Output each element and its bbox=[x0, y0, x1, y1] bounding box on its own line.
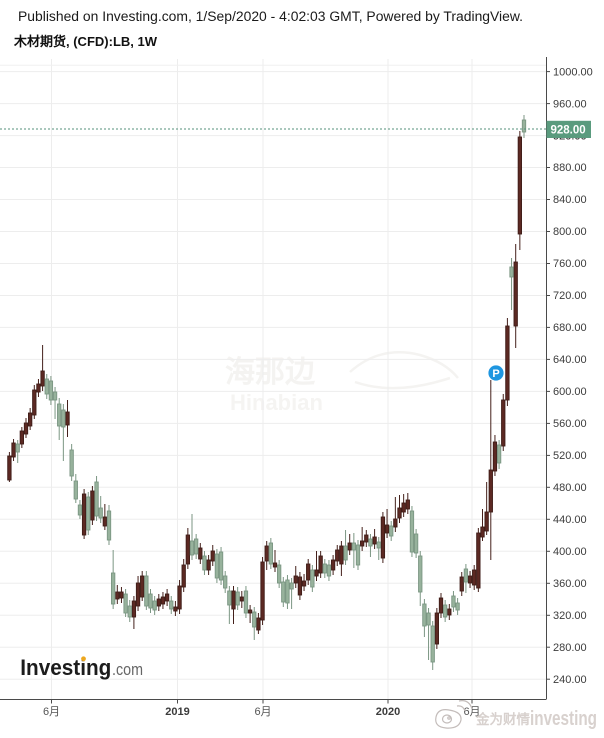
svg-text:6月: 6月 bbox=[43, 706, 60, 718]
svg-text:Hinabian: Hinabian bbox=[230, 390, 323, 415]
svg-text:928.00: 928.00 bbox=[551, 124, 586, 136]
svg-text:Investing: Investing bbox=[20, 655, 111, 680]
svg-text:木材期货, (CFD):LB, 1W: 木材期货, (CFD):LB, 1W bbox=[13, 34, 158, 49]
svg-text:金为财情: 金为财情 bbox=[475, 711, 530, 727]
svg-text:360.00: 360.00 bbox=[553, 578, 587, 590]
svg-text:1000.00: 1000.00 bbox=[553, 66, 593, 78]
svg-text:6月: 6月 bbox=[463, 706, 480, 718]
svg-text:800.00: 800.00 bbox=[553, 226, 587, 238]
svg-text:2019: 2019 bbox=[165, 706, 189, 718]
svg-text:6月: 6月 bbox=[254, 706, 271, 718]
svg-text:840.00: 840.00 bbox=[553, 194, 587, 206]
svg-text:440.00: 440.00 bbox=[553, 514, 587, 526]
svg-text:720.00: 720.00 bbox=[553, 290, 587, 302]
svg-text:960.00: 960.00 bbox=[553, 98, 587, 110]
svg-text:240.00: 240.00 bbox=[553, 674, 587, 686]
svg-text:investing: investing bbox=[530, 708, 597, 730]
svg-text:Published on Investing.com, 1/: Published on Investing.com, 1/Sep/2020 -… bbox=[18, 9, 523, 24]
svg-text:880.00: 880.00 bbox=[553, 162, 587, 174]
svg-text:560.00: 560.00 bbox=[553, 418, 587, 430]
svg-text:600.00: 600.00 bbox=[553, 386, 587, 398]
svg-text:.com: .com bbox=[112, 660, 143, 679]
svg-text:280.00: 280.00 bbox=[553, 642, 587, 654]
svg-text:520.00: 520.00 bbox=[553, 450, 587, 462]
svg-text:480.00: 480.00 bbox=[553, 482, 587, 494]
svg-text:640.00: 640.00 bbox=[553, 354, 587, 366]
svg-text:P: P bbox=[492, 368, 499, 380]
svg-text:海那边: 海那边 bbox=[225, 356, 316, 389]
svg-text:680.00: 680.00 bbox=[553, 322, 587, 334]
svg-text:760.00: 760.00 bbox=[553, 258, 587, 270]
svg-text:2020: 2020 bbox=[376, 706, 400, 718]
svg-text:400.00: 400.00 bbox=[553, 546, 587, 558]
svg-text:320.00: 320.00 bbox=[553, 610, 587, 622]
